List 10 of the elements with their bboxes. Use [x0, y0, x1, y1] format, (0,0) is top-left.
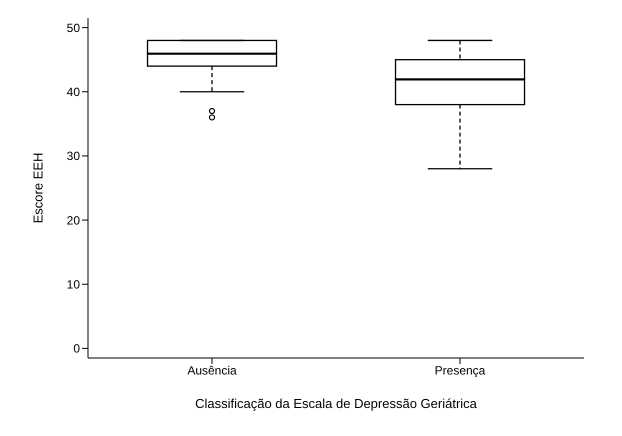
x-tick-label: Ausência — [187, 364, 238, 378]
y-tick-label: 50 — [66, 20, 80, 35]
y-tick-label: 30 — [66, 149, 80, 164]
y-tick-label: 40 — [66, 85, 80, 100]
y-tick-label: 10 — [66, 277, 80, 292]
x-axis-title: Classificação da Escala de Depressão Geriátrica — [195, 396, 478, 411]
x-tick-label: Presença — [434, 364, 486, 378]
y-axis-title: Escore EEH — [30, 152, 46, 224]
y-tick-label: 0 — [73, 342, 80, 356]
y-tick-label: 20 — [66, 213, 80, 228]
